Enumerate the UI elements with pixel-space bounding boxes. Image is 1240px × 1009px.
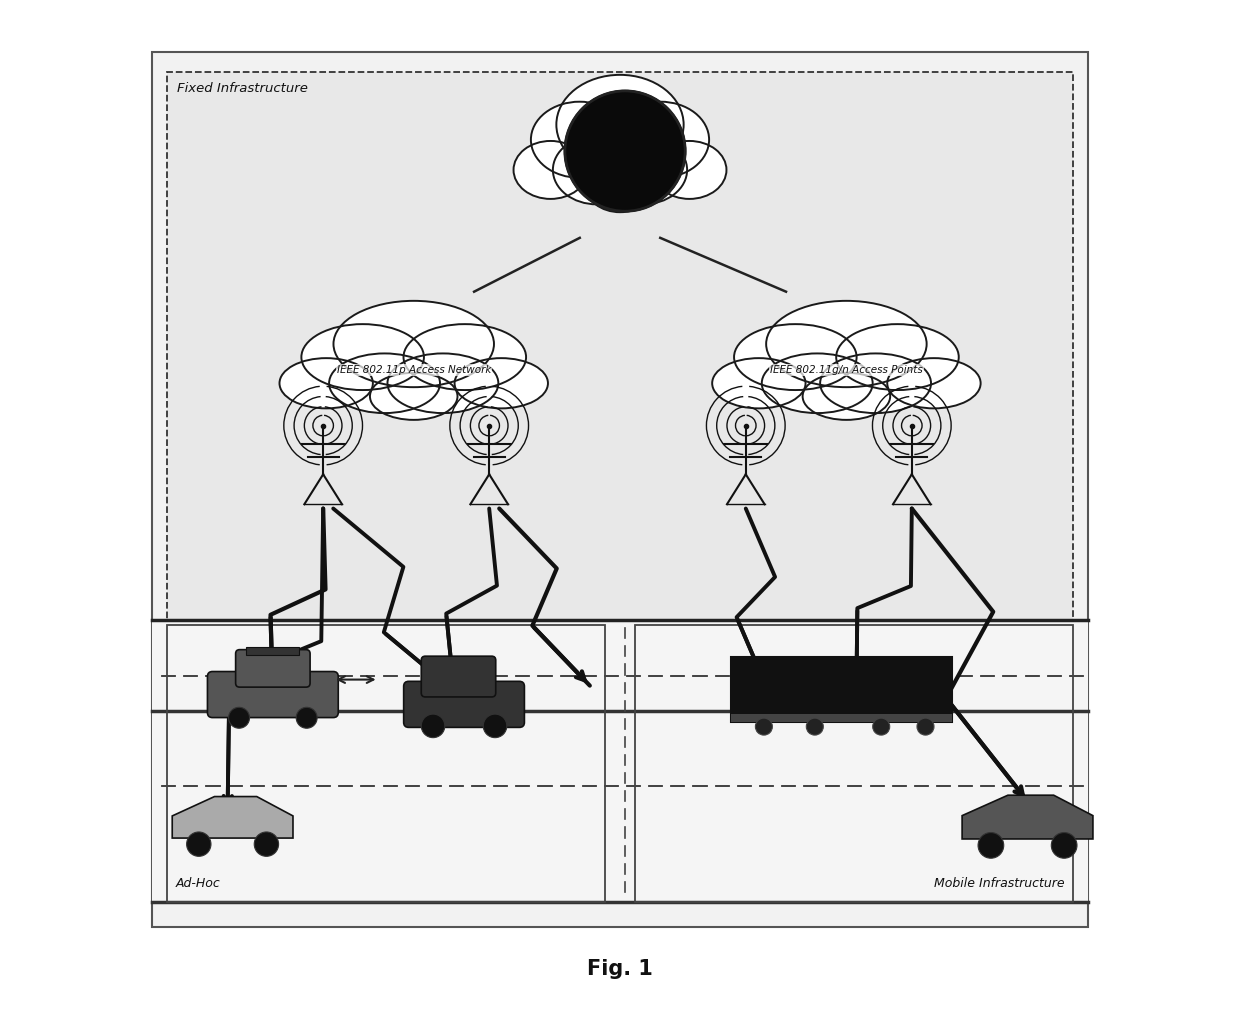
Circle shape	[296, 707, 317, 728]
FancyBboxPatch shape	[207, 672, 339, 717]
Text: Ad-Hoc: Ad-Hoc	[175, 877, 219, 890]
Bar	[153, 621, 1087, 902]
Bar	[730, 657, 952, 722]
Ellipse shape	[553, 135, 641, 205]
Ellipse shape	[820, 353, 931, 413]
Ellipse shape	[888, 358, 981, 409]
Ellipse shape	[334, 301, 494, 387]
Ellipse shape	[652, 141, 727, 199]
Ellipse shape	[387, 353, 498, 413]
Ellipse shape	[712, 358, 806, 409]
Wedge shape	[599, 100, 667, 202]
Polygon shape	[619, 115, 631, 130]
Polygon shape	[172, 796, 293, 838]
Ellipse shape	[279, 358, 373, 409]
Circle shape	[187, 832, 211, 857]
Text: IEEE 802.11p Access Network: IEEE 802.11p Access Network	[336, 365, 491, 375]
Ellipse shape	[836, 324, 959, 390]
Bar	[730, 714, 952, 722]
Polygon shape	[962, 795, 1092, 838]
FancyBboxPatch shape	[167, 72, 1073, 621]
Ellipse shape	[370, 372, 458, 420]
Ellipse shape	[403, 324, 526, 390]
Text: IEEE 802.11g/n Access Points: IEEE 802.11g/n Access Points	[770, 365, 923, 375]
Ellipse shape	[329, 353, 440, 413]
Bar	[247, 647, 299, 655]
Ellipse shape	[531, 102, 629, 178]
Circle shape	[806, 718, 823, 736]
Circle shape	[484, 714, 507, 738]
Text: Fig. 1: Fig. 1	[587, 960, 653, 980]
Ellipse shape	[455, 358, 548, 409]
Ellipse shape	[802, 372, 890, 420]
Polygon shape	[622, 121, 646, 187]
Ellipse shape	[513, 141, 588, 199]
Circle shape	[422, 714, 445, 738]
Circle shape	[1052, 832, 1078, 859]
Ellipse shape	[585, 157, 655, 212]
Text: Mobile Infrastructure: Mobile Infrastructure	[934, 877, 1065, 890]
Circle shape	[918, 718, 934, 736]
Circle shape	[565, 91, 686, 211]
Ellipse shape	[557, 75, 683, 175]
FancyBboxPatch shape	[404, 681, 525, 727]
Circle shape	[873, 718, 890, 736]
FancyBboxPatch shape	[236, 650, 310, 687]
Circle shape	[228, 707, 249, 728]
FancyBboxPatch shape	[153, 51, 1087, 927]
Circle shape	[755, 718, 773, 736]
Circle shape	[254, 832, 279, 857]
FancyBboxPatch shape	[422, 656, 496, 697]
Text: Fixed Infrastructure: Fixed Infrastructure	[177, 82, 308, 95]
Ellipse shape	[766, 301, 926, 387]
Circle shape	[978, 832, 1003, 859]
Ellipse shape	[599, 135, 687, 205]
Text: Internet: Internet	[595, 148, 645, 161]
Ellipse shape	[734, 324, 857, 390]
Ellipse shape	[761, 353, 873, 413]
Ellipse shape	[301, 324, 424, 390]
Ellipse shape	[611, 102, 709, 178]
